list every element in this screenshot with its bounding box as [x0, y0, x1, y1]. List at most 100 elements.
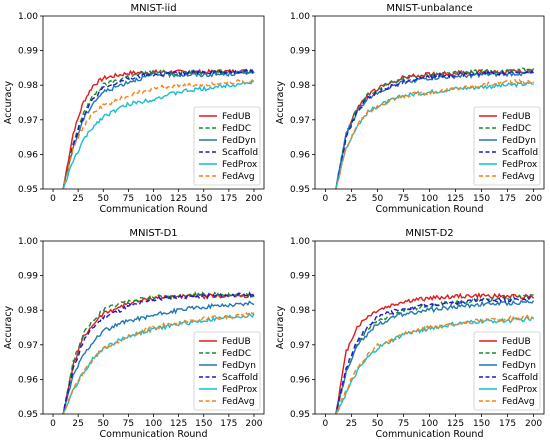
legend: FedUB FedDC FedDyn Scaffold FedProx FedAvg [193, 331, 261, 411]
legend-label: FedDC [502, 124, 531, 134]
legend: FedUB FedDC FedDyn Scaffold FedProx FedAvg [193, 106, 261, 186]
legend-label: Scaffold [502, 373, 538, 383]
x-tick-label: 100 [421, 194, 438, 204]
x-tick-label: 50 [98, 194, 110, 204]
series-lines [335, 67, 535, 189]
legend-label: FedProx [502, 160, 538, 170]
series-line-feddyn [335, 299, 535, 414]
plot-frame [314, 15, 545, 190]
legend-label: FedAvg [502, 397, 535, 407]
chart-title: MNIST-D1 [129, 228, 177, 239]
y-tick-label: 0.99 [18, 272, 38, 282]
series-line-scaffold [335, 69, 535, 189]
x-tick-label: 175 [499, 419, 516, 429]
x-tick-label: 25 [72, 419, 83, 429]
y-axis-label: Accuracy [275, 305, 286, 349]
series-line-feddc [335, 294, 534, 414]
legend-label: FedAvg [222, 397, 255, 407]
y-tick-label: 1.00 [18, 237, 38, 247]
y-tick-label: 1.00 [18, 12, 38, 22]
legend-label: Scaffold [222, 148, 258, 158]
y-tick-label: 0.98 [290, 81, 310, 91]
y-tick-label: 0.97 [18, 341, 38, 351]
legend-label: FedUB [222, 337, 251, 347]
x-tick-label: 100 [421, 419, 438, 429]
legend-label: FedUB [222, 112, 251, 122]
y-tick-label: 0.95 [18, 185, 38, 195]
y-tick-label: 0.97 [290, 341, 310, 351]
legend-label: FedDyn [502, 136, 536, 146]
x-tick-label: 0 [50, 419, 56, 429]
x-tick-label: 125 [170, 194, 187, 204]
plot-frame [314, 240, 545, 415]
series-line-scaffold [62, 291, 255, 414]
chart-panel-4: MNIST-D2 0.95 0.96 0.97 0.98 0.99 1.00 0 25 50 75 1… [275, 228, 545, 440]
series-line-fedavg [335, 314, 534, 414]
series-line-scaffold [335, 295, 534, 414]
y-tick-label: 0.99 [290, 47, 310, 57]
series-line-fedavg [335, 78, 535, 189]
plot-frame [42, 15, 265, 190]
y-axis-label: Accuracy [275, 80, 286, 124]
series-line-fedprox [62, 80, 255, 189]
y-tick-label: 1.00 [290, 237, 310, 247]
x-axis-label: Communication Round [376, 204, 484, 215]
y-tick-label: 0.96 [290, 375, 310, 385]
legend-label: Scaffold [502, 148, 538, 158]
x-tick-label: 175 [499, 194, 516, 204]
legend: FedUB FedDC FedDyn Scaffold FedProx FedAvg [473, 331, 541, 411]
x-tick-label: 200 [525, 194, 542, 204]
series-line-fedavg [62, 311, 255, 414]
legend-label: FedProx [222, 385, 258, 395]
x-tick-label: 150 [473, 194, 490, 204]
x-axis-label: Communication Round [376, 429, 484, 440]
x-tick-label: 125 [447, 194, 464, 204]
legend-label: FedUB [502, 337, 531, 347]
legend-box [473, 106, 541, 186]
x-tick-label: 25 [346, 419, 357, 429]
legend-label: Scaffold [222, 373, 258, 383]
y-tick-label: 0.95 [290, 185, 310, 195]
y-tick-label: 0.97 [18, 116, 38, 126]
y-axis-label: Accuracy [3, 80, 14, 124]
series-line-feddc [335, 67, 535, 189]
legend-label: FedDyn [502, 361, 536, 371]
series-line-feddc [62, 68, 255, 189]
legend-box [193, 331, 261, 411]
y-tick-label: 0.98 [18, 81, 38, 91]
legend-label: FedDC [222, 124, 251, 134]
y-tick-label: 0.98 [18, 306, 38, 316]
x-tick-label: 150 [195, 194, 212, 204]
chart-title: MNIST-unbalance [386, 3, 472, 14]
x-tick-label: 100 [145, 419, 162, 429]
series-line-feddyn [62, 300, 255, 414]
series-line-scaffold [62, 68, 255, 189]
legend-label: FedDC [222, 349, 251, 359]
x-tick-label: 50 [372, 419, 384, 429]
chart-panel-3: MNIST-D1 0.95 0.96 0.97 0.98 0.99 1.00 0 25 50 75 1… [3, 228, 265, 440]
x-tick-label: 50 [98, 419, 110, 429]
y-tick-label: 0.97 [290, 116, 310, 126]
x-axis-label: Communication Round [100, 204, 208, 215]
x-tick-label: 0 [323, 419, 329, 429]
y-tick-label: 1.00 [290, 12, 310, 22]
x-tick-label: 150 [195, 419, 212, 429]
x-tick-label: 150 [473, 419, 490, 429]
series-line-feddc [62, 290, 255, 414]
legend-label: FedDC [502, 349, 531, 359]
x-tick-label: 125 [447, 419, 464, 429]
x-tick-label: 0 [323, 194, 329, 204]
x-tick-label: 175 [220, 419, 237, 429]
x-tick-label: 200 [245, 419, 262, 429]
x-tick-label: 200 [525, 419, 542, 429]
legend-label: FedDyn [222, 136, 256, 146]
x-axis-label: Communication Round [100, 429, 208, 440]
y-tick-label: 0.99 [18, 47, 38, 57]
x-tick-label: 175 [220, 194, 237, 204]
chart-panel-1: MNIST-iid 0.95 0.96 0.97 0.98 0.99 1.00 0 25 50 75… [3, 3, 265, 215]
series-lines [62, 68, 255, 189]
legend-box [193, 106, 261, 186]
x-tick-label: 25 [72, 194, 83, 204]
y-tick-label: 0.98 [290, 306, 310, 316]
